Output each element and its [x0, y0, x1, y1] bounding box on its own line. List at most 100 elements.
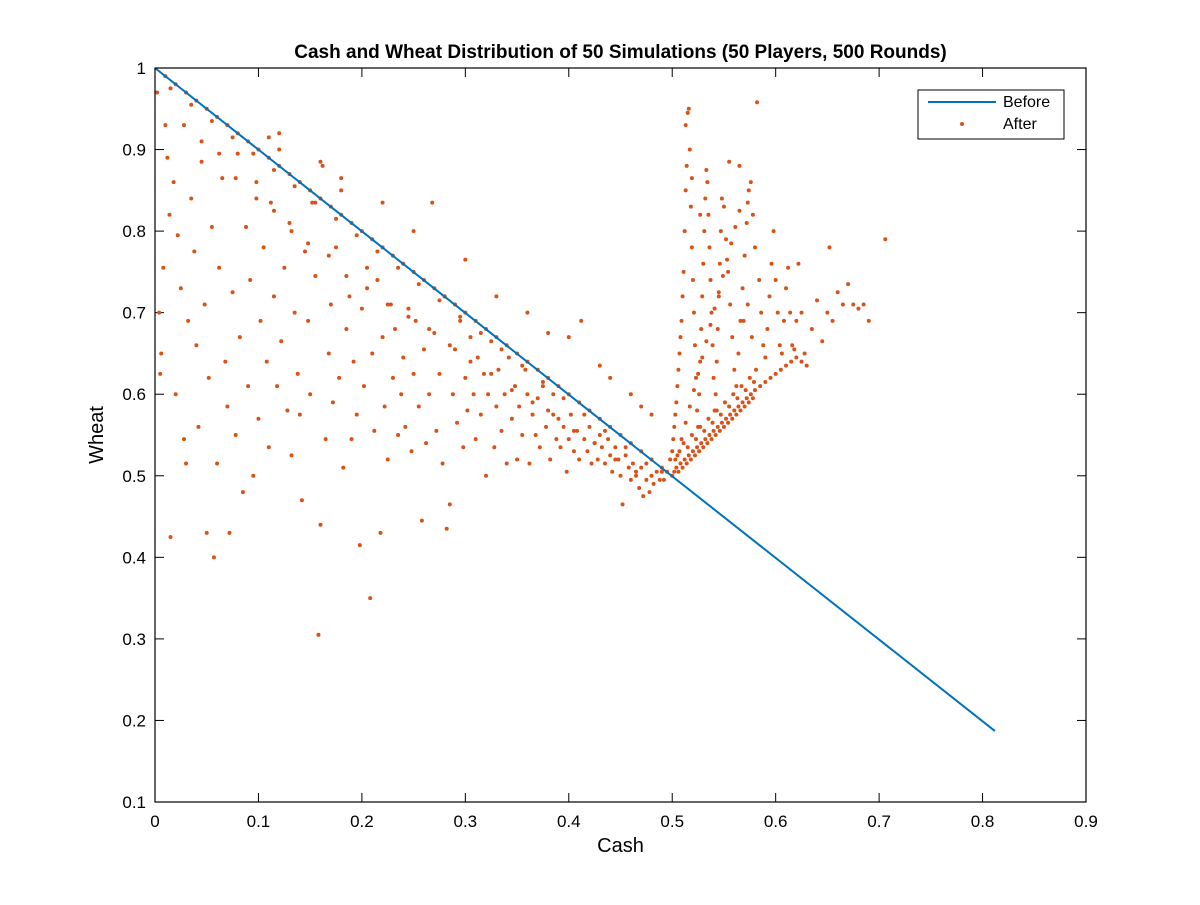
after-point — [416, 404, 421, 409]
after-point — [432, 331, 437, 336]
after-point — [672, 424, 677, 429]
after-point — [463, 257, 468, 262]
after-point — [530, 400, 535, 405]
after-point — [299, 498, 304, 503]
after-point — [409, 449, 414, 454]
after-point — [674, 465, 679, 470]
after-point — [644, 461, 649, 466]
after-point — [741, 318, 746, 323]
after-point — [613, 457, 618, 462]
after-point — [403, 424, 408, 429]
after-point — [517, 404, 522, 409]
after-point — [728, 302, 733, 307]
after-point — [684, 163, 689, 168]
after-point — [750, 212, 755, 217]
after-point — [240, 490, 245, 495]
after-point — [784, 363, 789, 368]
after-point — [702, 428, 707, 433]
after-point — [644, 477, 649, 482]
after-point — [678, 335, 683, 340]
after-point — [450, 392, 455, 397]
after-point — [699, 326, 704, 331]
after-point — [597, 433, 602, 437]
after-point — [277, 131, 282, 136]
after-point — [777, 343, 782, 348]
after-point — [720, 273, 725, 278]
after-point — [637, 486, 642, 491]
after-point — [763, 379, 768, 384]
after-point — [318, 159, 323, 164]
after-point — [478, 331, 483, 336]
after-point — [323, 437, 328, 442]
after-point — [527, 461, 532, 466]
after-point — [686, 453, 691, 458]
after-point — [647, 490, 652, 495]
after-point — [437, 298, 442, 303]
after-point — [587, 424, 592, 429]
after-point — [181, 437, 186, 442]
after-point — [740, 286, 745, 291]
after-point — [694, 375, 699, 380]
after-point — [199, 159, 204, 164]
after-point — [727, 159, 732, 164]
after-point — [676, 469, 681, 474]
after-point — [754, 367, 759, 372]
after-point — [708, 278, 713, 283]
after-point — [769, 261, 774, 266]
after-point — [661, 477, 666, 482]
after-point — [677, 449, 682, 454]
after-point — [747, 375, 752, 380]
after-point — [189, 196, 194, 201]
after-point — [715, 326, 720, 331]
after-point — [258, 318, 263, 323]
after-point — [799, 310, 804, 315]
after-point — [173, 392, 178, 397]
after-point — [209, 119, 214, 124]
after-point — [696, 371, 701, 376]
x-axis-title: Cash — [597, 835, 644, 857]
after-point — [725, 257, 730, 262]
after-point — [729, 241, 734, 246]
after-point — [695, 445, 700, 450]
after-point — [571, 428, 576, 433]
after-point — [430, 200, 435, 205]
axes-box — [154, 67, 1087, 803]
after-point — [421, 347, 426, 352]
after-point — [681, 441, 686, 446]
after-point — [561, 396, 566, 401]
after-point — [700, 294, 705, 299]
after-point — [306, 241, 311, 246]
after-point — [710, 343, 715, 348]
x-tick-label: 0.9 — [1074, 812, 1098, 831]
after-point — [675, 384, 680, 389]
after-point — [701, 261, 706, 266]
after-point — [512, 384, 517, 389]
after-point — [266, 445, 271, 450]
after-point — [471, 392, 476, 397]
after-point — [883, 237, 888, 242]
after-point — [220, 176, 225, 181]
y-tick-label: 0.4 — [122, 548, 146, 567]
after-point — [546, 408, 551, 413]
after-point — [752, 388, 757, 393]
after-point — [411, 229, 416, 234]
legend-label-before: Before — [1003, 94, 1050, 111]
legend-box — [917, 89, 1065, 140]
after-point — [248, 278, 253, 283]
after-point — [571, 449, 576, 454]
after-point — [413, 318, 418, 323]
after-point — [713, 433, 718, 437]
y-tick-label: 0.5 — [122, 467, 146, 486]
after-point — [608, 375, 613, 380]
after-point — [204, 530, 209, 535]
y-axis-title: Wheat — [86, 406, 108, 464]
after-point — [217, 265, 222, 270]
after-point — [399, 392, 404, 397]
y-tick-label: 0.9 — [122, 141, 146, 160]
after-point — [452, 347, 457, 352]
after-point — [592, 441, 597, 446]
after-point — [730, 335, 735, 340]
after-point — [506, 355, 511, 360]
after-point — [727, 404, 732, 409]
